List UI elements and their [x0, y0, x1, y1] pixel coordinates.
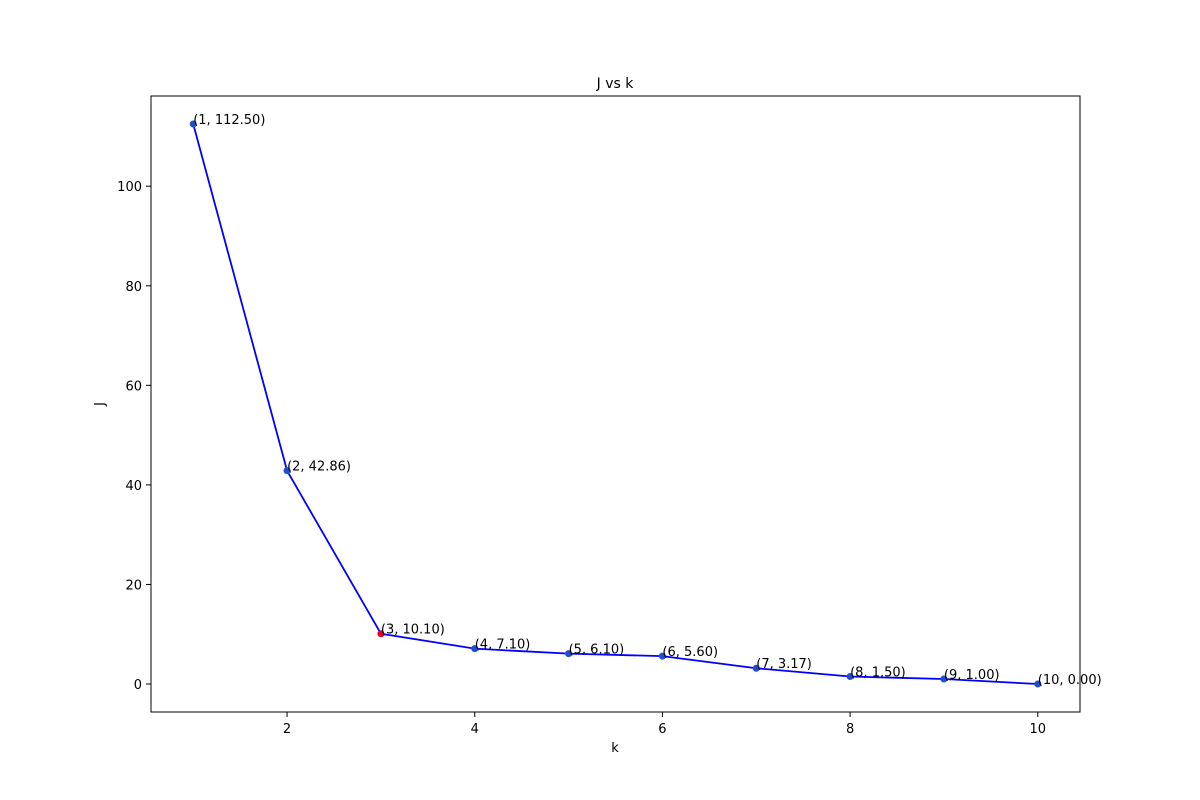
- point: [471, 645, 479, 653]
- data-label: (2, 42.86): [287, 460, 351, 475]
- y-tick-label: 60: [125, 379, 142, 394]
- x-tick-label: 6: [658, 722, 666, 737]
- x-tick-label: 8: [846, 722, 854, 737]
- point: [377, 630, 385, 638]
- data-label: (3, 10.10): [381, 623, 445, 638]
- point: [283, 467, 291, 475]
- x-tick-label: 10: [1029, 722, 1046, 737]
- point: [189, 120, 197, 128]
- y-tick-label: 20: [125, 578, 142, 593]
- point: [940, 675, 948, 683]
- data-label: (1, 112.50): [193, 113, 265, 128]
- chart-title: J vs k: [596, 76, 635, 92]
- x-axis-label: k: [611, 741, 619, 756]
- line: [192, 123, 1038, 685]
- y-tick-label: 0: [134, 678, 142, 693]
- x-tick-label: 2: [283, 722, 291, 737]
- data-label: (8, 1.50): [850, 666, 906, 681]
- point: [1034, 680, 1042, 688]
- point: [846, 673, 854, 681]
- data-label: (4, 7.10): [475, 638, 531, 653]
- point: [752, 664, 760, 672]
- y-tick-label: 80: [125, 280, 142, 295]
- data-label: (5, 6.10): [569, 643, 625, 658]
- data-label: (10, 0.00): [1038, 673, 1102, 688]
- data-label: (9, 1.00): [944, 668, 1000, 683]
- y-tick-label: 100: [117, 180, 142, 195]
- data-label: (6, 5.60): [662, 645, 718, 660]
- y-axis-label: J: [93, 402, 108, 407]
- x-tick-label: 4: [471, 722, 479, 737]
- point: [565, 650, 573, 658]
- data-label: (7, 3.17): [756, 657, 812, 672]
- plot-frame: [150, 95, 1081, 713]
- point: [658, 652, 666, 660]
- y-tick-label: 40: [125, 479, 142, 494]
